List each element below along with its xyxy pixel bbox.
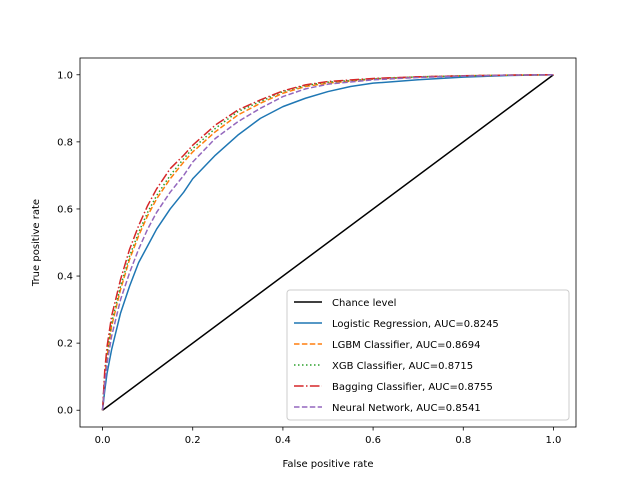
axes-frame [79, 57, 577, 428]
ticks-layer: 0.0 0.2 0.4 0.6 0.8 1.0 0.0 0.2 0.4 0.6 0.8 1.0 [57, 70, 561, 446]
legend-label-4: Bagging Classifier, AUC=0.8755 [332, 382, 493, 393]
y-tick-label-0: 0.0 [57, 406, 73, 417]
y-axis-label: True positive rate [31, 199, 42, 287]
series-layer [101, 74, 554, 411]
series-line-4 [101, 74, 554, 411]
x-tick-label-1: 0.2 [185, 435, 201, 446]
x-tick-label-0: 0.0 [95, 435, 111, 446]
legend-box [286, 289, 570, 421]
y-tick-label-5: 1.0 [57, 70, 73, 81]
legend: Chance level Logistic Regression, AUC=0.8… [286, 289, 570, 421]
legend-label-2: LGBM Classifier, AUC=0.8694 [332, 340, 481, 351]
y-tick-label-4: 0.8 [57, 137, 73, 148]
series-line-1 [101, 74, 554, 411]
series-line-0 [102, 74, 554, 411]
legend-label-0: Chance level [332, 298, 396, 309]
legend-label-3: XGB Classifier, AUC=0.8715 [332, 361, 473, 372]
legend-label-1: Logistic Regression, AUC=0.8245 [332, 319, 499, 330]
y-tick-label-3: 0.6 [57, 204, 73, 215]
x-tick-label-2: 0.4 [275, 435, 291, 446]
x-axis-label: False positive rate [283, 459, 374, 470]
x-tick-label-3: 0.6 [365, 435, 381, 446]
y-tick-label-1: 0.2 [57, 339, 73, 350]
y-tick-label-2: 0.4 [57, 272, 73, 283]
series-line-5 [101, 74, 554, 411]
x-tick-label-5: 1.0 [546, 435, 562, 446]
x-tick-label-4: 0.8 [455, 435, 471, 446]
legend-label-5: Neural Network, AUC=0.8541 [332, 403, 481, 414]
